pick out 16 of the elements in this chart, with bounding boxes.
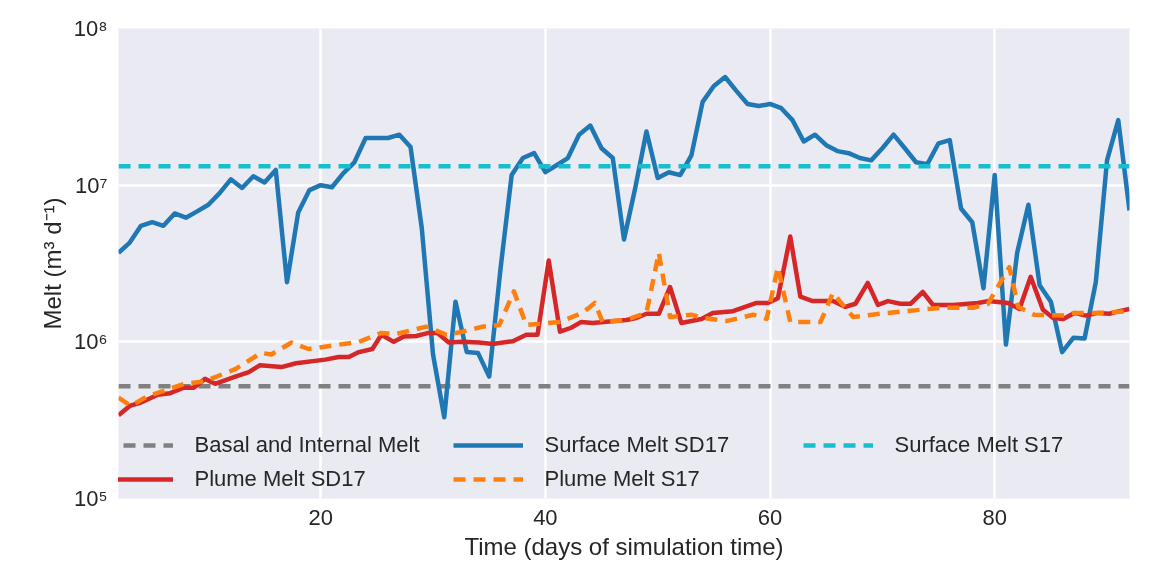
y-axis-title: Melt (m³ d⁻¹) [38, 197, 66, 330]
x-tick-label: 60 [757, 504, 783, 530]
legend-label: Plume Melt S17 [544, 466, 701, 492]
line-series [118, 74, 1130, 420]
x-tick-label: 20 [308, 504, 333, 530]
x-tick-label: 80 [982, 504, 1007, 530]
y-tick-label: 10⁵ [73, 486, 108, 511]
y-tick-label: 10⁸ [73, 16, 108, 41]
y-tick-label: 10⁶ [73, 329, 108, 355]
legend-label: Surface Melt S17 [894, 432, 1065, 458]
legend-label: Plume Melt SD17 [194, 466, 367, 492]
x-axis-title: Time (days of simulation time) [464, 532, 784, 560]
legend-label: Surface Melt SD17 [544, 432, 731, 458]
legend-label: Basal and Internal Melt [194, 432, 421, 458]
y-tick-label: 10⁷ [75, 172, 108, 198]
x-tick-label: 40 [533, 504, 558, 530]
